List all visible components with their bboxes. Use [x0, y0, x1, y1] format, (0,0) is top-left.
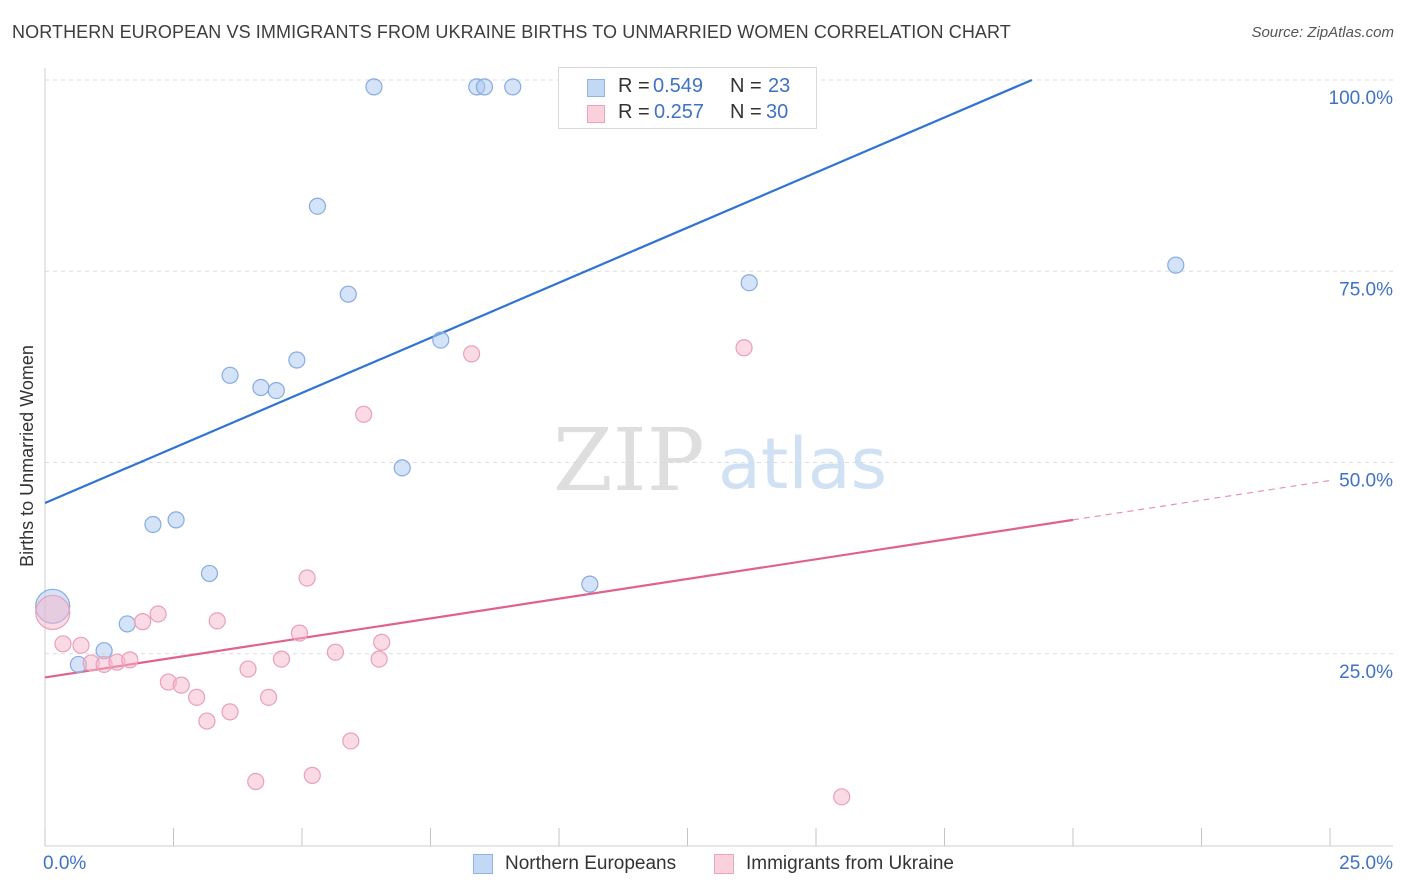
data-point-immigrants-ukraine — [735, 339, 753, 357]
data-point-immigrants-ukraine — [326, 643, 345, 661]
data-point-northern-europeans — [339, 285, 357, 303]
data-point-immigrants-ukraine — [208, 612, 226, 630]
data-point-northern-europeans — [267, 381, 285, 400]
data-point-northern-europeans — [118, 615, 136, 633]
data-point-northern-europeans — [393, 459, 411, 477]
y-tick-label: 25.0% — [1339, 662, 1393, 683]
legend-r-label: R = — [618, 101, 650, 123]
data-point-immigrants-ukraine — [239, 660, 257, 678]
data-point-immigrants-ukraine — [373, 633, 391, 651]
data-point-immigrants-ukraine — [221, 703, 239, 721]
data-point-immigrants-ukraine — [188, 688, 206, 706]
axes — [44, 68, 1393, 847]
data-point-immigrants-ukraine — [370, 650, 388, 668]
data-point-immigrants-ukraine — [355, 405, 373, 423]
data-point-northern-europeans — [308, 197, 327, 215]
correlation-legend: R = 0.549 N = 23 R = 0.257 N = 30 — [558, 67, 817, 129]
data-point-immigrants-ukraine — [198, 712, 216, 730]
trend-line-extension — [1072, 479, 1331, 521]
y-tick-label: 50.0% — [1339, 471, 1393, 492]
data-point-immigrants-ukraine — [290, 624, 309, 642]
legend-r-label: R = — [618, 75, 650, 97]
data-point-immigrants-ukraine — [35, 594, 71, 631]
axis-labels: Births to Unmarried Women 0.0% 25.0% 25.… — [17, 88, 1393, 874]
x-tick-label-left: 0.0% — [43, 853, 86, 874]
bottom-legend-swatch-blue — [473, 854, 493, 874]
y-tick-label: 100.0% — [1329, 88, 1394, 109]
data-point-immigrants-ukraine — [259, 688, 278, 706]
data-point-northern-europeans — [475, 78, 494, 96]
watermark-atlas: atlas — [718, 423, 887, 505]
data-point-northern-europeans — [365, 78, 383, 96]
data-point-immigrants-ukraine — [54, 635, 72, 653]
data-point-immigrants-ukraine — [463, 345, 481, 363]
legend-swatch-blue — [587, 79, 605, 97]
x-tick-label-right: 25.0% — [1339, 853, 1393, 874]
data-point-immigrants-ukraine — [303, 766, 321, 784]
y-axis-label: Births to Unmarried Women — [17, 345, 37, 567]
data-point-northern-europeans — [288, 351, 306, 369]
legend-n-value: 23 — [768, 75, 791, 97]
data-point-immigrants-ukraine — [833, 788, 851, 806]
data-point-immigrants-ukraine — [247, 772, 265, 791]
data-point-immigrants-ukraine — [149, 605, 167, 623]
data-point-northern-europeans — [504, 78, 522, 96]
data-point-immigrants-ukraine — [121, 651, 139, 669]
data-point-immigrants-ukraine — [134, 613, 152, 631]
bottom-legend-swatch-pink — [714, 854, 734, 874]
trend-line — [44, 78, 1033, 505]
trend-line — [44, 518, 1074, 679]
legend-r-value: 0.257 — [654, 101, 705, 123]
data-point-northern-europeans — [1167, 256, 1185, 274]
data-point-northern-europeans — [167, 511, 185, 529]
bottom-legend-label: Northern Europeans — [505, 853, 677, 874]
legend-n-label: N = — [730, 101, 762, 123]
legend-swatch-pink — [587, 105, 605, 123]
data-point-northern-europeans — [740, 274, 758, 292]
data-point-immigrants-ukraine — [342, 732, 360, 750]
data-point-northern-europeans — [252, 378, 270, 397]
data-point-immigrants-ukraine — [72, 636, 90, 654]
data-point-northern-europeans — [221, 366, 239, 384]
watermark-zip: ZIP — [553, 411, 705, 511]
legend-n-value: 30 — [766, 101, 789, 123]
data-point-immigrants-ukraine — [172, 676, 190, 694]
data-point-northern-europeans — [200, 564, 219, 583]
data-point-northern-europeans — [581, 575, 599, 593]
data-point-northern-europeans — [144, 515, 162, 534]
data-point-immigrants-ukraine — [272, 650, 291, 668]
chart-title: NORTHERN EUROPEAN VS IMMIGRANTS FROM UKR… — [12, 22, 1011, 42]
bottom-legend-label: Immigrants from Ukraine — [746, 853, 954, 874]
chart-source: Source: ZipAtlas.com — [1251, 24, 1394, 41]
y-tick-label: 75.0% — [1339, 279, 1393, 300]
legend-n-label: N = — [730, 75, 762, 97]
legend-r-value: 0.549 — [653, 75, 704, 97]
data-point-northern-europeans — [432, 331, 450, 349]
gridlines — [45, 79, 1393, 655]
data-points — [35, 78, 1185, 806]
trend-lines — [44, 78, 1331, 679]
data-point-immigrants-ukraine — [298, 569, 316, 587]
watermark: ZIP atlas — [553, 411, 887, 511]
